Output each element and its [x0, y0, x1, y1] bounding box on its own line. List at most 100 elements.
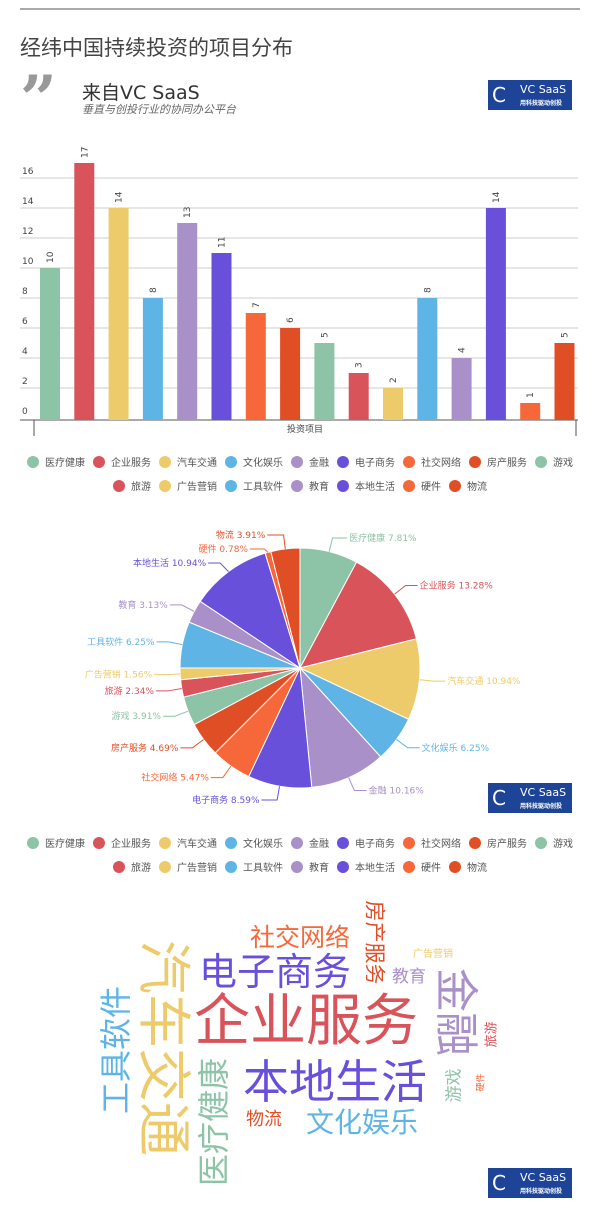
y-tick-label: 10	[22, 257, 34, 267]
quote-icon: ”	[20, 62, 57, 137]
word-cloud-word: 电子商务	[199, 950, 352, 994]
pie-label: 社交网络 5.47%	[141, 772, 209, 784]
legend-item[interactable]: 电子商务	[337, 452, 395, 476]
legend-label: 物流	[467, 863, 487, 874]
top-divider	[20, 8, 580, 10]
legend-label: 汽车交通	[177, 839, 217, 850]
bar-value-label: 2	[389, 377, 399, 383]
legend-label: 企业服务	[111, 458, 151, 469]
source-label: 来自VC SaaS	[82, 82, 200, 104]
legend-swatch	[291, 480, 303, 492]
bar-chart: 0 2 4 6 8 10 12 14 16 投资项目 10 17 14 8 13 11 7 6 5 3 2 8 4 14 1 5	[20, 147, 578, 436]
legend-label: 电子商务	[355, 839, 395, 850]
legend-item[interactable]: 社交网络	[403, 452, 461, 476]
bar-本地生活	[485, 208, 506, 420]
legend-item[interactable]: 金融	[291, 452, 329, 476]
bar-value-label: 17	[80, 147, 90, 158]
legend-label: 医疗健康	[45, 839, 85, 850]
legend-item[interactable]: 房产服务	[469, 833, 527, 857]
legend-item[interactable]: 企业服务	[93, 452, 151, 476]
legend-swatch	[535, 837, 547, 849]
pie-slice-企业服务	[299, 561, 417, 669]
legend-swatch	[291, 456, 303, 468]
pie-label: 电子商务 8.59%	[192, 794, 260, 806]
legend-item[interactable]: 企业服务	[93, 833, 151, 857]
legend-item[interactable]: 工具软件	[225, 857, 283, 881]
legend-item[interactable]: 硬件	[403, 476, 441, 500]
legend-label: 文化娱乐	[243, 458, 283, 469]
legend-label: 医疗健康	[45, 458, 85, 469]
legend-item[interactable]: 本地生活	[337, 476, 395, 500]
legend-item[interactable]: 教育	[291, 857, 329, 881]
y-tick-label: 12	[22, 227, 33, 237]
legend-item[interactable]: 文化娱乐	[225, 452, 283, 476]
legend-label: 本地生活	[355, 482, 395, 493]
pie-label-line	[162, 710, 189, 717]
bar-金融	[177, 223, 198, 420]
legend-item[interactable]: 物流	[449, 857, 487, 881]
pie-label-line	[208, 562, 229, 572]
y-tick-label: 4	[22, 347, 28, 357]
legend-item[interactable]: 医疗健康	[27, 833, 85, 857]
bar-value-label: 10	[46, 251, 56, 263]
legend-item[interactable]: 电子商务	[337, 833, 395, 857]
legend-item[interactable]: 游戏	[535, 833, 573, 857]
legend-item[interactable]: 本地生活	[337, 857, 395, 881]
legend-swatch	[113, 861, 125, 873]
pie-slice-汽车交通	[298, 638, 421, 720]
legend-item[interactable]: 医疗健康	[27, 452, 85, 476]
legend-item[interactable]: 社交网络	[403, 833, 461, 857]
pie-label-line	[261, 786, 281, 801]
word-cloud-word: 社交网络	[250, 922, 351, 952]
bar-value-label: 5	[561, 332, 571, 338]
legend-label: 文化娱乐	[243, 839, 283, 850]
pie-label: 广告营销 1.56%	[85, 669, 153, 681]
legend-item[interactable]: 教育	[291, 476, 329, 500]
bar-企业服务	[74, 163, 95, 420]
legend-swatch	[159, 456, 171, 468]
legend-item[interactable]: 文化娱乐	[225, 833, 283, 857]
pie-label-line	[155, 688, 182, 692]
legend-item[interactable]: 广告营销	[159, 476, 217, 500]
legend-swatch	[225, 861, 237, 873]
legend-label: 广告营销	[177, 482, 217, 493]
bar-房产服务	[280, 328, 301, 420]
pie-label-line	[396, 739, 420, 749]
pie-label-line	[267, 534, 286, 549]
bar-汽车交通	[108, 208, 129, 420]
legend-item[interactable]: 旅游	[113, 476, 151, 500]
legend-swatch	[93, 837, 105, 849]
legend-item[interactable]: 旅游	[113, 857, 151, 881]
pie-label: 汽车交通 10.94%	[447, 675, 521, 687]
bar-value-label: 11	[218, 237, 228, 248]
bar-value-label: 13	[183, 207, 193, 218]
pie-label: 工具软件 6.25%	[87, 636, 155, 648]
legend-item[interactable]: 物流	[449, 476, 487, 500]
legend-item[interactable]: 硬件	[403, 857, 441, 881]
bar-value-label: 6	[286, 317, 296, 323]
legend-label: 社交网络	[421, 458, 461, 469]
bar-旅游	[348, 373, 369, 420]
bar-教育	[451, 358, 472, 420]
word-cloud-word: 企业服务	[194, 989, 418, 1054]
vcsaas-logo: C VC SaaS 用科技驱动创投	[488, 783, 572, 813]
legend-item[interactable]: 工具软件	[225, 476, 283, 500]
pie-label-line	[154, 673, 181, 676]
legend-swatch	[337, 480, 349, 492]
pie-slice-金融	[299, 666, 382, 788]
legend-label: 硬件	[421, 482, 441, 493]
legend-swatch	[535, 456, 547, 468]
pie-label: 游戏 3.91%	[112, 710, 162, 722]
legend-item[interactable]: 广告营销	[159, 857, 217, 881]
legend-swatch	[225, 480, 237, 492]
legend-item[interactable]: 游戏	[535, 452, 573, 476]
legend-item[interactable]: 金融	[291, 833, 329, 857]
bar-社交网络	[245, 313, 266, 420]
legend-label: 房产服务	[487, 839, 527, 850]
word-cloud-word: 房产服务	[362, 900, 387, 984]
legend-item[interactable]: 汽车交通	[159, 833, 217, 857]
legend-swatch	[337, 456, 349, 468]
legend-item[interactable]: 汽车交通	[159, 452, 217, 476]
legend-item[interactable]: 房产服务	[469, 452, 527, 476]
page-title: 经纬中国持续投资的项目分布	[20, 36, 293, 60]
